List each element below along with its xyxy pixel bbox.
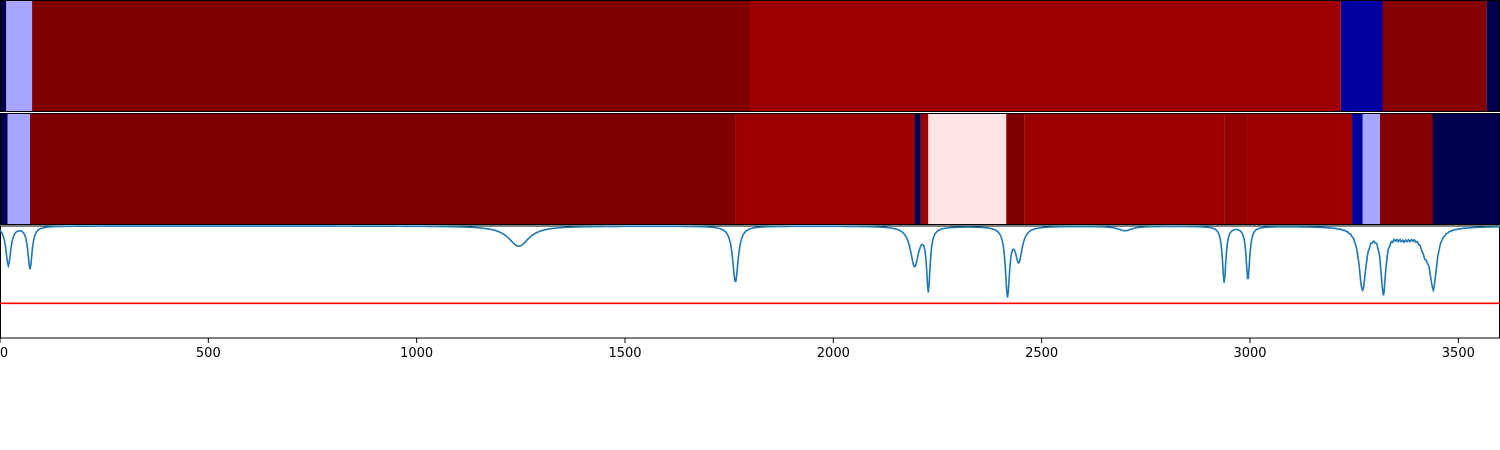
heatmap-1-segment-4 <box>1340 0 1383 112</box>
x-tick-label-500: 500 <box>196 346 221 361</box>
heatmap-2-segment-10 <box>1247 113 1353 225</box>
heatmap-1-segment-0 <box>0 0 7 112</box>
heatmap-2-segment-3 <box>735 113 915 225</box>
heatmap-1-segment-5 <box>1382 0 1487 112</box>
x-axis: 0 500 1000 1500 2000 2500 3000 3500 <box>0 338 1475 361</box>
x-tick-label-3000: 3000 <box>1233 346 1266 361</box>
line-panel-frame <box>0 225 1500 339</box>
x-tick-label-2000: 2000 <box>817 346 850 361</box>
heatmap-1-segment-2 <box>32 0 750 112</box>
heatmap-2-segment-13 <box>1380 113 1433 225</box>
heatmap-1-segment-3 <box>750 0 1341 112</box>
heatmap-2-segment-4 <box>914 113 921 225</box>
heatmap-1-segment-1 <box>6 0 33 112</box>
heatmap-2-segment-11 <box>1352 113 1363 225</box>
x-tick-label-1500: 1500 <box>608 346 641 361</box>
heatmap-2-segment-12 <box>1362 113 1380 225</box>
heatmap-2-segment-2 <box>30 113 736 225</box>
spectrum-line <box>0 225 1500 298</box>
x-tick-label-1000: 1000 <box>400 346 433 361</box>
spectrum-line-panel <box>0 225 1500 339</box>
heatmap-2-segment-0 <box>0 113 8 225</box>
heatmap-1-segment-6 <box>1486 0 1500 112</box>
x-tick-label-0: 0 <box>0 346 8 361</box>
heatmap-strip-bottom <box>0 113 1500 225</box>
heatmap-2-segment-1 <box>7 113 30 225</box>
heatmap-2-segment-5 <box>920 113 929 225</box>
heatmap-2-segment-7 <box>1006 113 1025 225</box>
x-tick-label-2500: 2500 <box>1025 346 1058 361</box>
heatmap-2-segment-14 <box>1432 113 1500 225</box>
heatmap-strip-top <box>0 0 1500 112</box>
x-tick-label-3500: 3500 <box>1442 346 1475 361</box>
heatmap-2-segment-6 <box>928 113 1007 225</box>
heatmap-2-segment-9 <box>1224 113 1248 225</box>
heatmap-2-segment-8 <box>1024 113 1225 225</box>
